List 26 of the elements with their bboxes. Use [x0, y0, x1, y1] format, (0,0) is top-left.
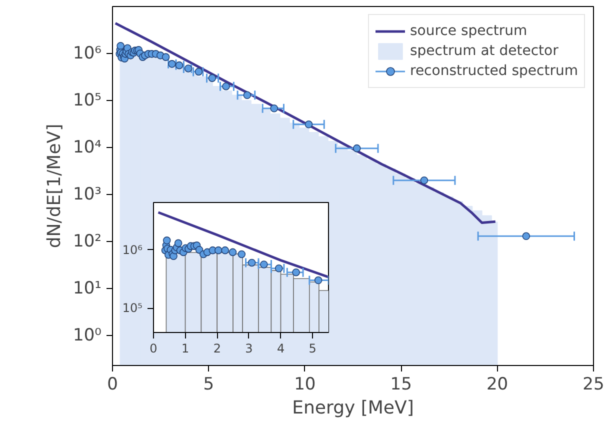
x-tick-label: 0	[150, 342, 158, 356]
x-tick-label: 1	[182, 342, 190, 356]
y-tick-label: 10⁵	[122, 301, 143, 316]
y-tick-label: 10⁵	[73, 90, 102, 110]
y-tick-label: 10⁶	[122, 242, 143, 257]
y-tick-label: 10³	[73, 184, 102, 204]
x-tick-label: 0	[107, 374, 118, 394]
y-tick-label: 10⁴	[73, 138, 102, 158]
x-tick-label: 3	[245, 342, 253, 356]
x-tick-label: 5	[203, 374, 214, 394]
x-tick-label: 25	[582, 374, 604, 394]
y-tick-label: 10¹	[73, 278, 102, 298]
legend-label: spectrum at detector	[410, 43, 558, 59]
x-tick-label: 2	[213, 342, 221, 356]
y-tick-label: 10²	[73, 232, 102, 252]
legend-label: reconstructed spectrum	[410, 63, 578, 79]
y-tick-label: 10⁰	[73, 326, 102, 346]
x-tick-label: 15	[390, 374, 412, 394]
legend-label: source spectrum	[410, 23, 528, 39]
y-tick-label: 10⁶	[73, 44, 102, 64]
x-tick-label: 4	[276, 342, 285, 356]
y-axis-title: dN/dE[1/MeV]	[44, 124, 66, 248]
x-tick-label: 5	[308, 342, 316, 356]
x-tick-label: 10	[294, 374, 316, 394]
x-tick-label: 20	[486, 374, 508, 394]
x-axis-title: Energy [MeV]	[292, 398, 414, 418]
